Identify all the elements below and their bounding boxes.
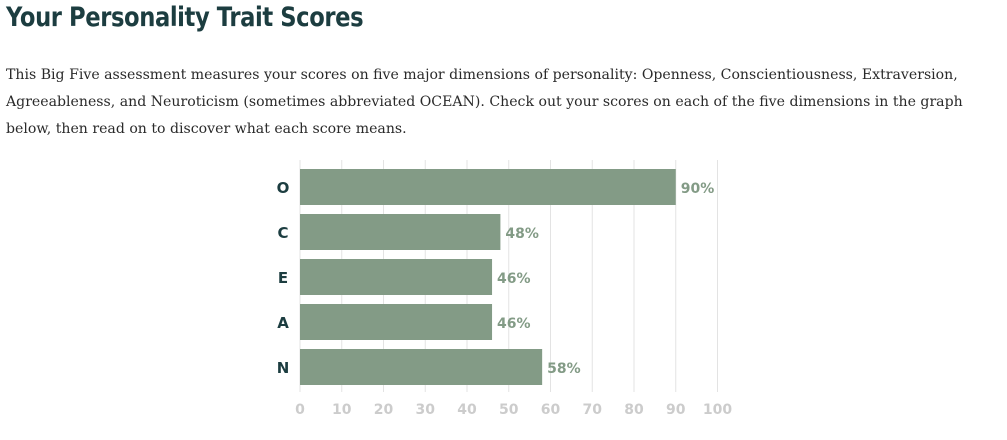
x-tick-label: 50 — [499, 402, 519, 418]
x-tick-label: 70 — [583, 402, 603, 418]
value-label-c: 48% — [505, 226, 539, 242]
x-tick-label: 80 — [624, 402, 644, 418]
x-tick-label: 100 — [703, 402, 732, 418]
bar-c — [300, 214, 501, 250]
x-tick-label: 0 — [295, 402, 305, 418]
page-title: Your Personality Trait Scores — [6, 2, 364, 33]
category-label-c: C — [277, 224, 288, 242]
category-label-n: N — [277, 359, 290, 377]
value-label-o: 90% — [681, 181, 715, 197]
value-label-e: 46% — [497, 271, 531, 287]
value-label-n: 58% — [547, 361, 581, 377]
x-tick-label: 60 — [541, 402, 561, 418]
x-tick-label: 20 — [374, 402, 394, 418]
value-label-a: 46% — [497, 316, 531, 332]
category-label-a: A — [277, 314, 289, 332]
bar-a — [300, 304, 493, 340]
x-tick-label: 30 — [416, 402, 436, 418]
bar-o — [300, 169, 676, 205]
intro-paragraph: This Big Five assessment measures your s… — [6, 67, 963, 137]
bar-n — [300, 349, 543, 385]
x-tick-label: 10 — [332, 402, 352, 418]
bar-e — [300, 259, 493, 295]
x-tick-label: 90 — [666, 402, 686, 418]
category-label-o: O — [277, 179, 290, 197]
x-tick-label: 40 — [457, 402, 477, 418]
category-label-e: E — [278, 269, 288, 287]
